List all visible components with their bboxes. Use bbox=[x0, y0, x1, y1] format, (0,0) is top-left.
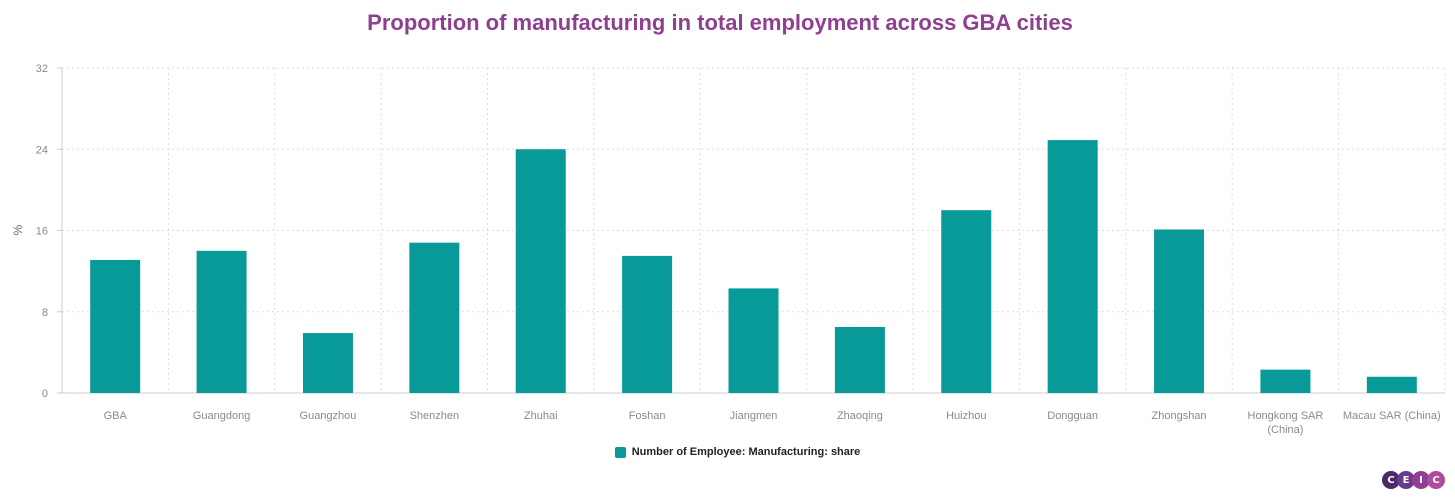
bar-gba[interactable] bbox=[90, 259, 141, 393]
x-tick-label: Shenzhen bbox=[410, 410, 460, 422]
legend[interactable]: Number of Employee: Manufacturing: share bbox=[0, 446, 1455, 458]
legend-swatch bbox=[614, 446, 626, 458]
logo-dot: E bbox=[1397, 471, 1415, 489]
bar-zhuhai[interactable] bbox=[515, 149, 566, 393]
x-tick-label: GBA bbox=[104, 410, 128, 422]
bar-hongkong-sar-china[interactable] bbox=[1260, 369, 1311, 393]
x-tick-label: Jiangmen bbox=[730, 410, 778, 422]
x-tick-label: Huizhou bbox=[946, 410, 986, 422]
x-tick-label: Zhongshan bbox=[1152, 410, 1207, 422]
legend-label: Number of Employee: Manufacturing: share bbox=[631, 446, 861, 458]
y-tick-label: 16 bbox=[36, 226, 48, 238]
y-tick-label: 32 bbox=[36, 63, 48, 75]
x-tick-label: Dongguan bbox=[1047, 410, 1098, 422]
bar-jiangmen[interactable] bbox=[728, 288, 779, 393]
x-tick-label: Macau SAR (China) bbox=[1343, 410, 1441, 422]
bar-dongguan[interactable] bbox=[1047, 140, 1098, 393]
bar-guangdong[interactable] bbox=[196, 250, 247, 393]
bar-huizhou[interactable] bbox=[941, 210, 992, 393]
x-tick-label: Guangdong bbox=[193, 410, 251, 422]
logo-dot: C bbox=[1427, 471, 1445, 489]
bar-zhongshan[interactable] bbox=[1154, 229, 1205, 393]
bar-foshan[interactable] bbox=[622, 255, 673, 393]
x-tick-label: Foshan bbox=[629, 410, 666, 422]
y-tick-label: 24 bbox=[36, 144, 48, 156]
y-axis: 0 8 16 24 32 bbox=[36, 63, 63, 400]
bars bbox=[90, 140, 1417, 393]
bar-macau-sar-china[interactable] bbox=[1366, 376, 1417, 393]
x-tick-label: Zhaoqing bbox=[837, 410, 883, 422]
bar-guangzhou[interactable] bbox=[302, 333, 353, 393]
bar-zhaoqing[interactable] bbox=[834, 326, 885, 393]
x-tick-label: Hongkong SAR (China) bbox=[1248, 410, 1324, 436]
bar-shenzhen[interactable] bbox=[409, 242, 460, 393]
x-tick-label: Zhuhai bbox=[524, 410, 558, 422]
y-tick-label: 0 bbox=[42, 388, 48, 400]
logo-dot: I bbox=[1412, 471, 1430, 489]
x-axis: GBA Guangdong Guangzhou Shenzhen Zhuhai Fosha… bbox=[104, 410, 1441, 436]
x-tick-label: Guangzhou bbox=[300, 410, 357, 422]
y-tick-label: 8 bbox=[42, 307, 48, 319]
logo-dot: C bbox=[1382, 471, 1400, 489]
chart-title: Proportion of manufacturing in total emp… bbox=[367, 10, 1073, 35]
y-axis-label: % bbox=[11, 224, 25, 235]
